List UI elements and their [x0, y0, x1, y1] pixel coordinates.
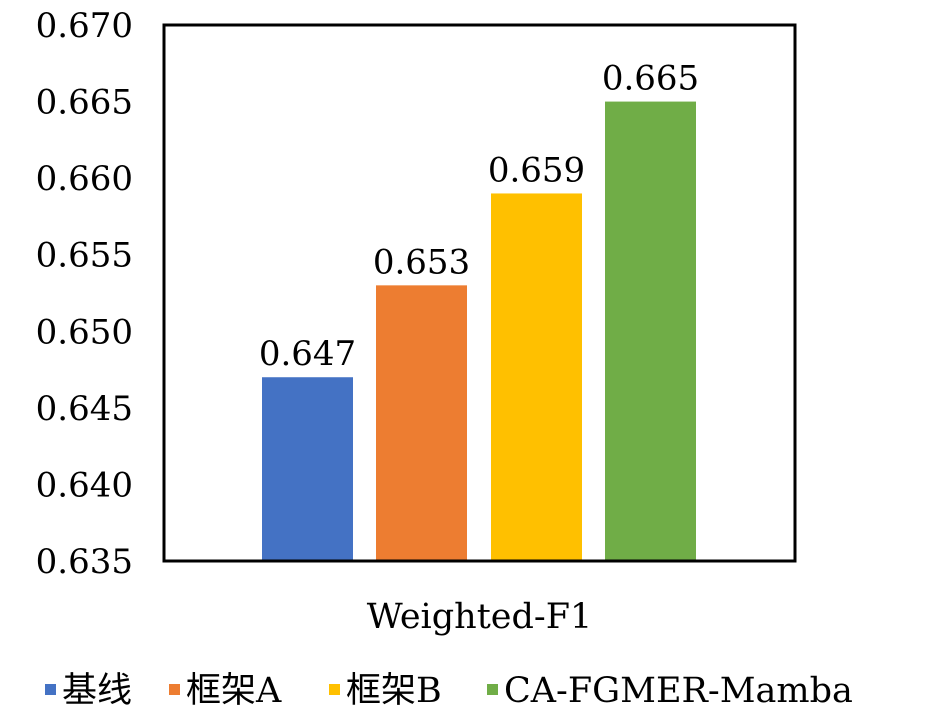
legend-item-3: 框架B [329, 671, 442, 711]
data-labels-layer: 0.647 0.653 0.659 0.665 [259, 59, 699, 375]
legend: 基线 框架A 框架B CA-FGMER-Mamba [45, 671, 853, 711]
legend-label: 基线 [62, 671, 132, 711]
y-tick-label: 0.645 [36, 389, 133, 429]
y-tick-label: 0.635 [36, 542, 133, 582]
legend-label: 框架A [186, 671, 282, 711]
y-axis: 0.635 0.640 0.645 0.650 0.655 0.660 0.665 0.670 [36, 6, 133, 582]
x-axis: Weighted-F1 [367, 597, 593, 637]
legend-item-2: 框架A [169, 671, 282, 711]
y-tick-label: 0.665 [36, 83, 133, 123]
legend-swatch [45, 684, 56, 695]
y-tick-label: 0.650 [36, 312, 133, 352]
legend-swatch [487, 684, 498, 695]
data-label-series-4: 0.665 [602, 59, 699, 99]
y-tick-label: 0.660 [36, 159, 133, 199]
x-category-label: Weighted-F1 [367, 597, 593, 637]
bar-series-2 [376, 285, 467, 561]
data-label-series-1: 0.647 [259, 334, 356, 374]
bar-series-3 [491, 193, 582, 561]
legend-swatch [169, 684, 180, 695]
plot-area-border [162, 23, 797, 563]
data-label-series-2: 0.653 [373, 242, 470, 282]
legend-item-1: 基线 [45, 671, 132, 711]
legend-label: 框架B [346, 671, 442, 711]
bar-series-1 [262, 377, 353, 561]
y-tick-label: 0.640 [36, 465, 133, 505]
bars-layer [262, 101, 696, 562]
y-tick-label: 0.655 [36, 236, 133, 276]
legend-item-4: CA-FGMER-Mamba [487, 671, 853, 711]
bar-series-4 [605, 101, 696, 562]
data-label-series-3: 0.659 [488, 150, 585, 190]
legend-swatch [329, 684, 340, 695]
y-tick-label: 0.670 [36, 6, 133, 46]
legend-label: CA-FGMER-Mamba [504, 671, 853, 711]
